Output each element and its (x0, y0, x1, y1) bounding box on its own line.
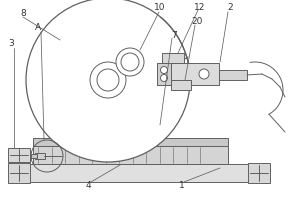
Bar (33, 146, 228, 164)
Circle shape (136, 97, 143, 104)
Circle shape (136, 130, 143, 136)
Bar (8, 163, 30, 183)
Bar (171, 80, 191, 90)
Circle shape (160, 66, 167, 73)
Text: 2: 2 (227, 3, 233, 12)
Text: 3: 3 (8, 40, 14, 48)
Bar (157, 63, 219, 85)
Circle shape (121, 53, 139, 71)
Bar (25, 164, 265, 182)
Text: 1: 1 (179, 182, 185, 190)
Bar (162, 53, 184, 63)
Circle shape (160, 74, 167, 82)
Bar (157, 63, 171, 85)
Text: 7: 7 (171, 30, 177, 40)
Bar (95, 93, 147, 138)
Text: 4: 4 (85, 182, 91, 190)
Bar (33, 138, 228, 146)
Text: 20: 20 (191, 18, 203, 26)
Text: A: A (35, 23, 41, 32)
Bar (8, 148, 30, 162)
Circle shape (97, 130, 104, 136)
Circle shape (199, 69, 209, 79)
Circle shape (97, 97, 104, 104)
Text: 8: 8 (20, 8, 26, 18)
Circle shape (116, 48, 144, 76)
Text: 12: 12 (194, 2, 206, 11)
Circle shape (90, 62, 126, 98)
Bar (248, 163, 270, 183)
Bar (35, 153, 45, 159)
Text: 10: 10 (154, 3, 166, 12)
Bar (219, 70, 247, 80)
Bar (31, 154, 37, 158)
Circle shape (26, 0, 190, 162)
Circle shape (97, 69, 119, 91)
